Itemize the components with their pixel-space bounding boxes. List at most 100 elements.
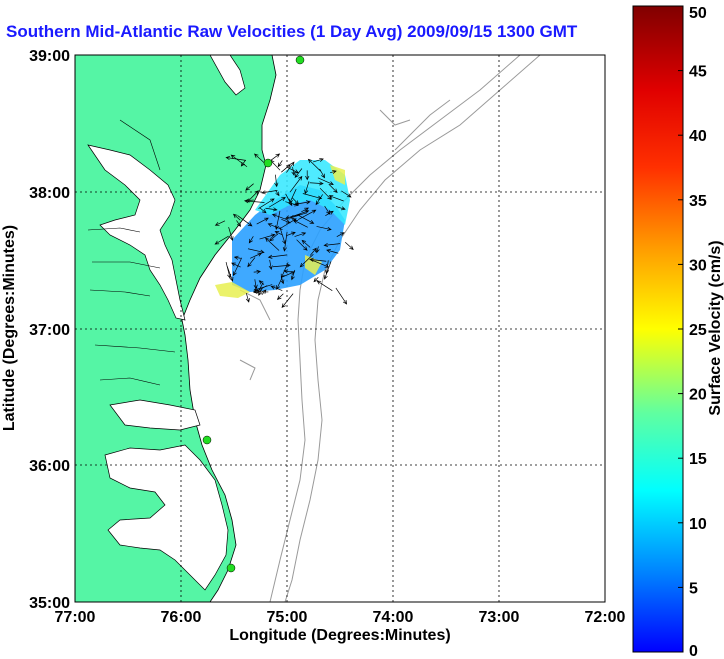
velocity-arrow	[289, 188, 297, 204]
velocity-arrow	[281, 218, 291, 224]
station-marker	[263, 158, 273, 168]
velocity-arrow	[281, 293, 294, 308]
velocity-arrow	[275, 189, 280, 197]
colorbar-tick-label: 30	[689, 257, 707, 274]
plot-frame	[74, 54, 606, 603]
velocity-arrow	[274, 174, 279, 188]
velocity-arrow	[298, 215, 315, 224]
velocity-arrow	[259, 233, 276, 240]
velocity-arrow	[319, 168, 325, 179]
velocity-arrow	[253, 269, 262, 274]
velocity-arrow	[258, 287, 263, 296]
velocity-arrow	[307, 158, 321, 172]
velocity-arrow	[344, 241, 354, 250]
velocity-arrow	[250, 252, 263, 259]
velocity-arrow	[271, 213, 288, 221]
colorbar-tick-label: 0	[689, 643, 698, 659]
y-tick-label: 37:00	[29, 322, 70, 339]
x-tick-label: 73:00	[479, 609, 520, 626]
velocity-arrow	[254, 153, 265, 164]
velocity-arrows	[214, 153, 354, 308]
velocity-arrow	[268, 197, 286, 208]
velocity-arrow	[270, 285, 283, 291]
x-tick-label: 77:00	[55, 609, 96, 626]
velocity-arrow	[293, 219, 308, 228]
velocity-arrow	[226, 266, 234, 282]
velocity-arrow	[232, 213, 241, 221]
chesapeake-bay	[87, 144, 186, 321]
x-tick-label: 72:00	[585, 609, 626, 626]
velocity-arrow	[247, 257, 256, 268]
y-tick-label: 38:00	[29, 185, 70, 202]
velocity-arrow	[309, 181, 324, 186]
colorbar-tick-label: 10	[689, 516, 707, 533]
velocity-arrow	[290, 269, 296, 281]
velocity-arrow	[336, 232, 345, 238]
station-marker	[226, 563, 236, 573]
x-tick-label: 74:00	[373, 609, 414, 626]
station-marker	[202, 435, 212, 445]
contour-line-3	[239, 99, 451, 381]
velocity-arrow	[289, 212, 307, 219]
y-tick-label: 39:00	[29, 48, 70, 65]
velocity-arrow	[290, 209, 310, 218]
velocity-arrow	[289, 175, 303, 193]
delaware-bay	[209, 55, 246, 96]
y-axis-ticks: 39:00 38:00 37:00 36:00 35:00	[29, 48, 70, 612]
x-tick-label: 75:00	[267, 609, 308, 626]
velocity-arrow	[248, 190, 259, 202]
velocity-arrow	[280, 262, 289, 279]
velocity-arrow	[291, 167, 296, 176]
velocity-arrow	[299, 253, 314, 268]
velocity-arrow	[296, 239, 308, 251]
velocity-arrow	[330, 169, 337, 174]
velocity-arrow	[286, 161, 295, 173]
velocity-arrow	[328, 183, 338, 194]
x-axis-label: Longitude (Degrees:Minutes)	[229, 627, 450, 644]
map-title: Southern Mid-Atlantic Raw Velocities (1 …	[6, 22, 578, 41]
velocity-arrow	[258, 198, 275, 209]
velocity-arrow	[259, 207, 267, 214]
velocity-arrow	[276, 293, 284, 300]
colorbar-tick-label: 35	[689, 193, 707, 210]
velocity-arrow	[230, 154, 248, 168]
velocity-arrow	[245, 183, 254, 191]
velocity-arrow	[214, 235, 229, 245]
velocity-arrow	[298, 209, 317, 220]
velocity-arrow	[243, 199, 265, 204]
y-tick-label: 35:00	[29, 595, 70, 612]
colorbar-tick-label: 25	[689, 322, 707, 339]
colorbar-tick-label: 40	[689, 128, 707, 145]
velocity-arrow	[240, 159, 246, 167]
velocity-arrow	[281, 164, 291, 173]
velocity-arrow	[233, 255, 241, 260]
velocity-arrow	[305, 170, 310, 181]
velocity-arrow	[231, 262, 241, 268]
velocity-arrow	[315, 194, 323, 206]
velocity-arrow	[285, 201, 299, 207]
velocity-arrow	[256, 217, 269, 225]
velocity-arrow	[302, 193, 323, 200]
velocity-arrow	[252, 289, 269, 294]
colorbar-ticks: 0 5 10 15 20 25 30 35 40 45 50	[678, 5, 707, 659]
colorbar-tick-label: 15	[689, 451, 707, 468]
contour-line-2	[284, 55, 541, 602]
colorbar-tick-label: 45	[689, 64, 707, 81]
velocity-arrow	[341, 190, 352, 198]
velocity-arrow	[282, 231, 288, 252]
velocity-arrow	[286, 231, 296, 237]
velocity-arrow	[214, 220, 226, 226]
velocity-arrow	[323, 242, 341, 248]
velocity-arrow	[326, 249, 339, 254]
y-tick-label: 36:00	[29, 458, 70, 475]
velocity-arrow	[265, 207, 278, 212]
velocity-arrow	[276, 277, 283, 290]
velocity-arrow	[317, 177, 334, 186]
velocity-arrow	[301, 239, 311, 248]
velocity-arrow	[248, 236, 254, 244]
velocity-arrow	[294, 232, 307, 237]
x-axis-ticks: 77:00 76:00 75:00 74:00 73:00 72:00	[55, 609, 626, 626]
colorbar-tick-label: 20	[689, 387, 707, 404]
x-tick-label: 76:00	[161, 609, 202, 626]
